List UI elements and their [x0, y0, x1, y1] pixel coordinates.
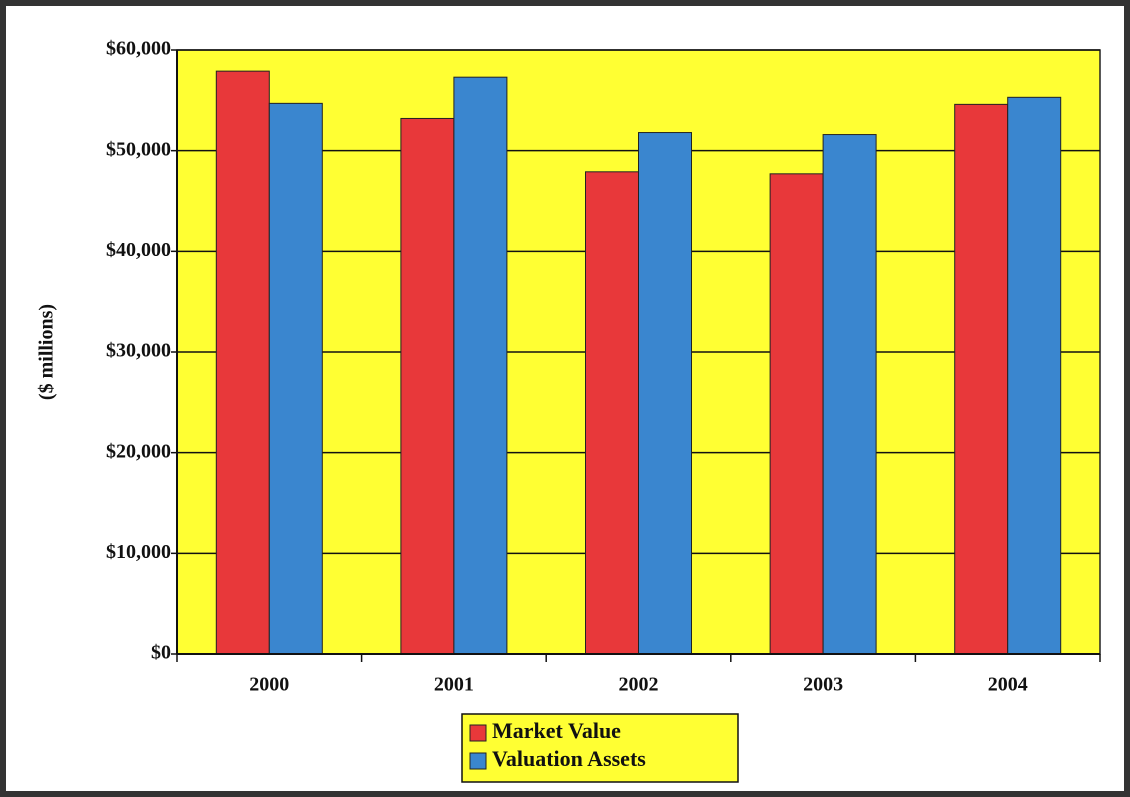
y-tick-label: $40,000 — [106, 239, 171, 261]
bar — [268, 102, 323, 655]
bar — [954, 103, 1009, 655]
y-tick-label: $10,000 — [106, 541, 171, 563]
legend-swatch — [469, 724, 487, 742]
y-tick-label: $50,000 — [106, 138, 171, 160]
y-axis-label: ($ millions) — [36, 304, 58, 400]
bar — [822, 134, 877, 655]
y-tick-label: $60,000 — [106, 38, 171, 60]
bar — [400, 117, 455, 655]
bar — [769, 173, 824, 655]
y-tick-label: $30,000 — [106, 340, 171, 362]
legend-swatch — [469, 752, 487, 770]
legend-box — [461, 713, 739, 783]
bar — [1007, 96, 1062, 655]
x-tick-label: 2000 — [249, 674, 289, 696]
y-tick-label: $20,000 — [106, 440, 171, 462]
x-tick-label: 2004 — [988, 674, 1028, 696]
legend-label: Valuation Assets — [492, 746, 646, 771]
y-tick-label: $0 — [151, 642, 171, 664]
x-tick-label: 2002 — [619, 674, 659, 696]
bar — [453, 76, 508, 655]
bar — [215, 70, 270, 655]
bar — [585, 171, 639, 655]
bar — [638, 132, 692, 655]
x-tick-label: 2001 — [434, 674, 474, 696]
legend-label: Market Value — [492, 718, 621, 743]
x-tick-label: 2003 — [803, 674, 843, 696]
